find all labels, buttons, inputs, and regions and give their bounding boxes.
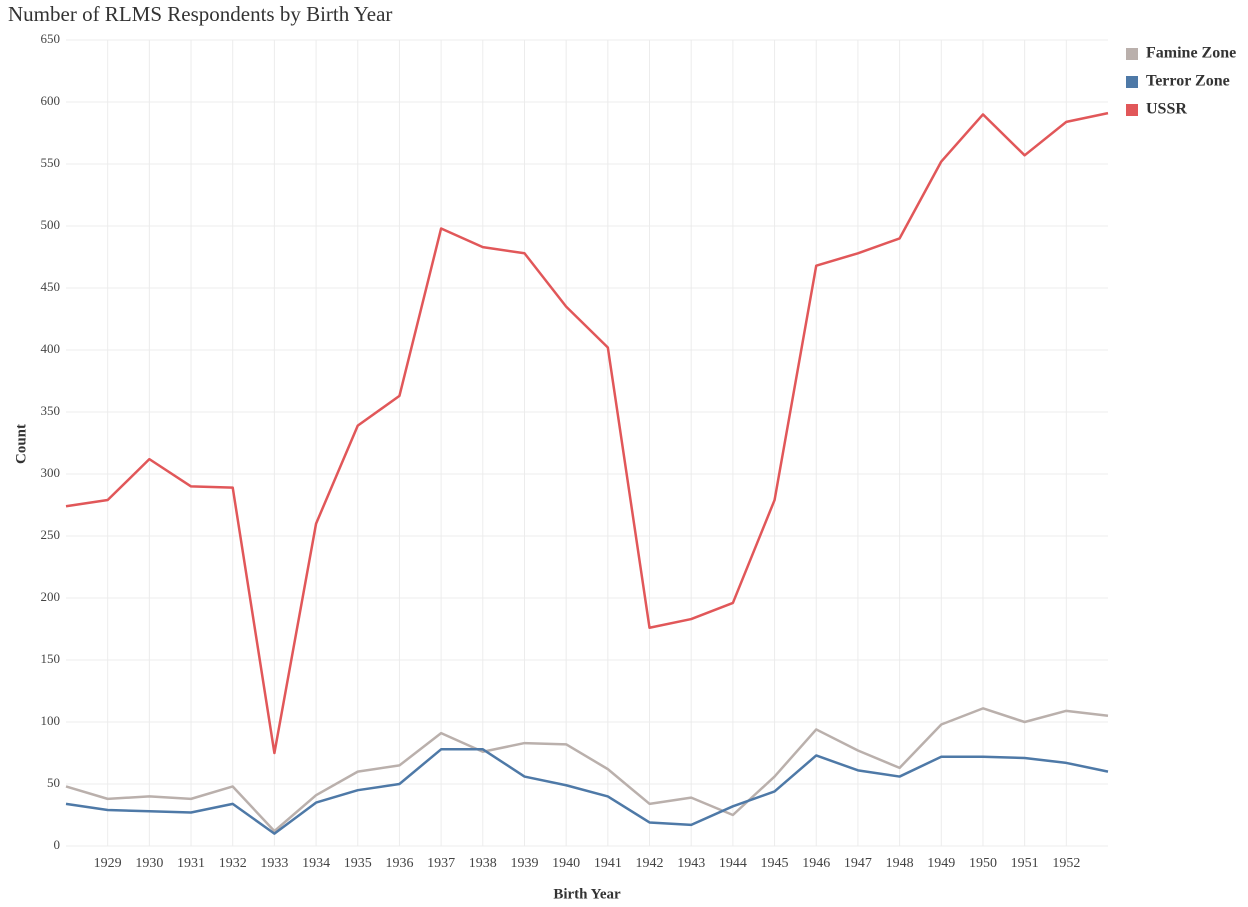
x-tick-label: 1934 [302,856,330,871]
y-tick-label: 50 [47,775,60,790]
y-axis-label: Count [13,424,29,464]
x-tick-label: 1937 [427,856,455,871]
y-tick-label: 0 [54,837,61,852]
x-tick-label: 1948 [886,856,914,871]
legend-swatch [1126,48,1138,60]
x-tick-label: 1932 [219,856,247,871]
x-tick-label: 1950 [969,856,997,871]
series-line [65,707,1109,833]
y-tick-label: 500 [41,217,61,232]
x-tick-label: 1940 [552,856,580,871]
x-tick-label: 1952 [1052,856,1080,871]
y-tick-label: 350 [41,403,61,418]
y-tick-label: 550 [41,155,61,170]
x-tick-label: 1945 [761,856,789,871]
x-tick-label: 1944 [719,856,747,871]
x-tick-label: 1938 [469,856,497,871]
x-tick-label: 1941 [594,856,622,871]
legend-label: Famine Zone [1146,45,1236,62]
x-tick-label: 1943 [677,856,705,871]
x-tick-label: 1930 [135,856,163,871]
legend-swatch [1126,104,1138,116]
y-tick-label: 150 [41,651,61,666]
x-tick-label: 1935 [344,856,372,871]
x-tick-label: 1936 [385,856,413,871]
x-axis-label: Birth Year [553,886,621,902]
series-line [65,748,1109,835]
x-tick-label: 1939 [510,856,538,871]
x-tick-label: 1933 [260,856,288,871]
y-tick-label: 600 [41,93,61,108]
x-tick-label: 1949 [927,856,955,871]
legend-label: USSR [1146,101,1187,118]
series-line [65,111,1109,755]
y-tick-label: 100 [41,713,61,728]
y-tick-label: 300 [41,465,61,480]
x-tick-label: 1929 [94,856,122,871]
y-tick-label: 250 [41,527,61,542]
x-tick-label: 1931 [177,856,205,871]
chart-title: Number of RLMS Respondents by Birth Year [8,2,392,26]
y-tick-label: 450 [41,279,61,294]
x-tick-label: 1947 [844,856,872,871]
x-tick-label: 1946 [802,856,830,871]
y-tick-label: 400 [41,341,61,356]
x-tick-label: 1942 [636,856,664,871]
legend-swatch [1126,76,1138,88]
legend-label: Terror Zone [1146,73,1230,90]
y-tick-label: 200 [41,589,61,604]
y-tick-label: 650 [41,31,61,46]
x-tick-label: 1951 [1011,856,1039,871]
